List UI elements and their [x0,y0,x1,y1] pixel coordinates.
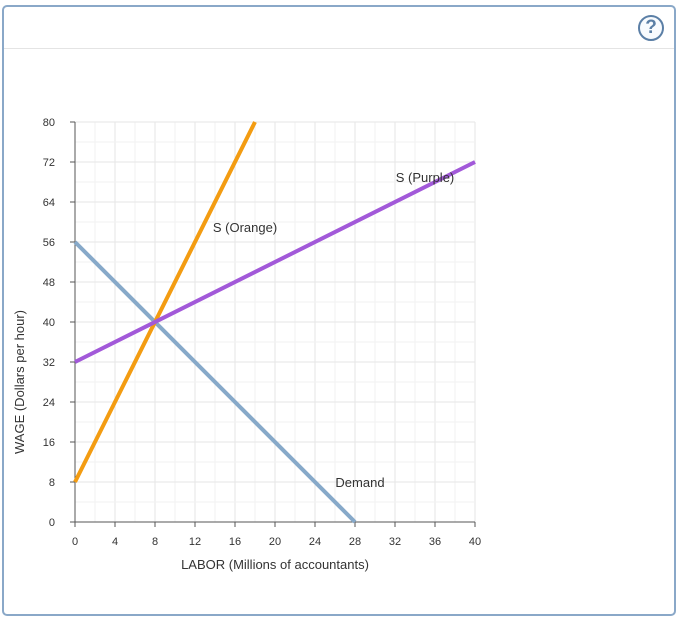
series-line-s-orange [73,121,257,483]
y-tick-label: 24 [43,397,55,409]
y-ticks: 0 8 16 24 32 40 48 56 64 72 80 [43,117,75,529]
y-tick-label: 0 [49,517,55,529]
curve-label: S (Purple) [396,170,455,185]
x-tick-label: 20 [269,536,281,548]
y-tick-label: 80 [43,117,55,129]
x-axis-title: LABOR (Millions of accountants) [181,557,369,572]
series-line-s-purple [74,160,476,364]
x-tick-label: 4 [112,536,118,548]
y-tick-label: 64 [43,197,55,209]
x-tick-label: 12 [189,536,201,548]
y-tick-label: 56 [43,237,55,249]
series-lines [73,121,476,524]
y-tick-label: 48 [43,277,55,289]
y-tick-label: 40 [43,317,55,329]
x-tick-label: 8 [152,536,158,548]
x-tick-label: 28 [349,536,361,548]
x-tick-label: 16 [229,536,241,548]
curve-labels: S (Purple) S (Orange) Demand [213,170,454,490]
y-tick-label: 16 [43,437,55,449]
x-tick-label: 0 [72,536,78,548]
grid [75,121,476,522]
y-tick-label: 72 [43,157,55,169]
curve-label: Demand [335,475,384,490]
series-line-demand [73,240,357,524]
panel-header: ? [4,7,674,49]
x-tick-label: 40 [469,536,481,548]
y-tick-label: 8 [49,477,55,489]
y-axis-title: WAGE (Dollars per hour) [12,310,27,454]
y-tick-label: 32 [43,357,55,369]
x-ticks: 0 4 8 12 16 20 24 28 32 36 40 [72,522,481,548]
help-button[interactable]: ? [638,15,664,41]
curve-label: S (Orange) [213,220,277,235]
chart-panel: ? [2,5,676,616]
x-tick-label: 32 [389,536,401,548]
x-tick-label: 24 [309,536,321,548]
x-tick-label: 36 [429,536,441,548]
